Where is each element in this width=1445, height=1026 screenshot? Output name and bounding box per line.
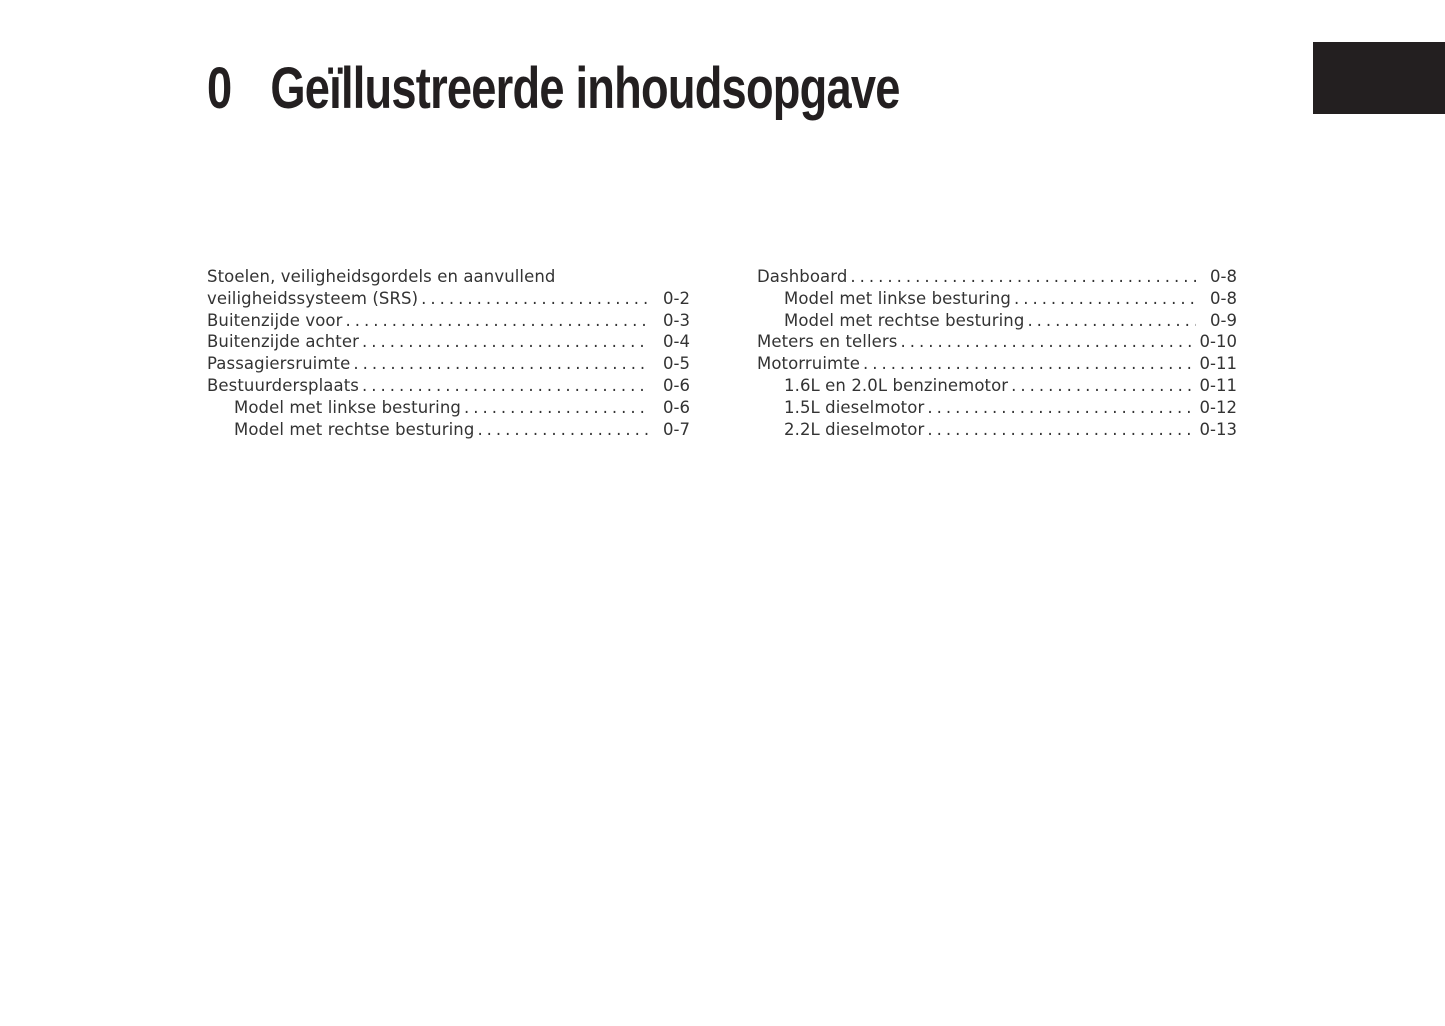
toc-entry-label: 1.6L en 2.0L benzinemotor [784, 375, 1009, 395]
toc-entry-label: Buitenzijde voor [207, 310, 343, 330]
toc-entry-page: 0-10 [1199, 332, 1237, 352]
toc-dot-leader [927, 419, 1192, 441]
toc-column-left: Stoelen, veiligheidsgordels en aanvullen… [207, 266, 690, 440]
toc-entry-label: Passagiersruimte [207, 354, 351, 374]
toc-entry: Passagiersruimte 0-5 [207, 353, 690, 375]
toc-dot-leader [353, 353, 649, 375]
toc-dot-leader [1014, 288, 1196, 310]
toc-dot-leader [421, 288, 649, 310]
toc-entry-label: Model met rechtse besturing [234, 419, 475, 439]
toc-dot-leader [362, 375, 649, 397]
toc-entry: 2.2L dieselmotor 0-13 [757, 419, 1237, 441]
toc-entry-page: 0-5 [663, 354, 690, 374]
toc-entry: Meters en tellers 0-10 [757, 331, 1237, 353]
toc-entry: 1.5L dieselmotor 0-12 [757, 397, 1237, 419]
toc-entry-page: 0-4 [663, 332, 690, 352]
toc-entry: Dashboard 0-8 [757, 266, 1237, 288]
toc-entry: veiligheidssysteem (SRS) 0-2 [207, 288, 690, 310]
toc-dot-leader [362, 331, 649, 353]
toc-dot-leader [345, 310, 649, 332]
toc-entry: Buitenzijde achter 0-4 [207, 331, 690, 353]
toc-entry-page: 0-3 [663, 310, 690, 330]
chapter-number: 0 [207, 56, 232, 121]
chapter-heading: 0 Geïllustreerde inhoudsopgave [207, 60, 900, 118]
toc-entry: Motorruimte 0-11 [757, 353, 1237, 375]
toc-dot-leader [863, 353, 1193, 375]
toc-entry-page: 0-6 [663, 375, 690, 395]
toc-dot-leader [477, 419, 649, 441]
toc-entry-label: Dashboard [757, 267, 848, 286]
toc-entry-page: 0-8 [1210, 267, 1237, 286]
toc-entry: Model met rechtse besturing 0-9 [757, 310, 1237, 332]
toc-entry-label: Buitenzijde achter [207, 332, 359, 352]
toc-dot-leader [1027, 310, 1196, 332]
toc-entry-label: Meters en tellers [757, 332, 898, 352]
toc-dot-leader [464, 397, 649, 419]
toc-dot-leader [1011, 375, 1192, 397]
page-title: Geïllustreerde inhoudsopgave [270, 56, 900, 121]
toc-entry-label: Bestuurdersplaats [207, 375, 359, 395]
toc-entry-label: Motorruimte [757, 354, 861, 374]
toc-entry: Buitenzijde voor 0-3 [207, 310, 690, 332]
toc-entry-label: Model met rechtse besturing [784, 310, 1025, 330]
toc-dot-leader [850, 266, 1196, 288]
toc-entry: Stoelen, veiligheidsgordels en aanvullen… [207, 266, 690, 288]
toc-entry: 1.6L en 2.0L benzinemotor 0-11 [757, 375, 1237, 397]
toc-entry-label: 1.5L dieselmotor [784, 397, 925, 417]
toc-entry-page: 0-11 [1199, 375, 1237, 395]
toc-entry-page: 0-9 [1210, 310, 1237, 330]
toc-entry: Model met rechtse besturing 0-7 [207, 419, 690, 441]
toc-entry-page: 0-8 [1210, 288, 1237, 308]
toc-column-right: Dashboard 0-8 Model met linkse besturing 0-… [757, 266, 1237, 440]
toc-entry-page: 0-12 [1199, 397, 1237, 417]
toc-entry-label: Model met linkse besturing [784, 288, 1011, 308]
toc-entry: Bestuurdersplaats 0-6 [207, 375, 690, 397]
toc-entry-label: 2.2L dieselmotor [784, 419, 925, 439]
toc-entry-page: 0-13 [1199, 419, 1237, 439]
toc-entry-label: veiligheidssysteem (SRS) [207, 288, 419, 308]
toc-entry: Model met linkse besturing 0-6 [207, 397, 690, 419]
toc-entry-page: 0-6 [663, 397, 690, 417]
toc-entry-page: 0-2 [663, 288, 690, 308]
toc-dot-leader [927, 397, 1192, 419]
toc-entry-page: 0-11 [1199, 354, 1237, 374]
chapter-corner-tab [1313, 42, 1445, 114]
toc-entry-page: 0-7 [663, 419, 690, 439]
toc-entry-label: Model met linkse besturing [234, 397, 461, 417]
toc-entry: Model met linkse besturing 0-8 [757, 288, 1237, 310]
toc-dot-leader [901, 331, 1193, 353]
toc-entry-label: Stoelen, veiligheidsgordels en aanvullen… [207, 267, 556, 286]
